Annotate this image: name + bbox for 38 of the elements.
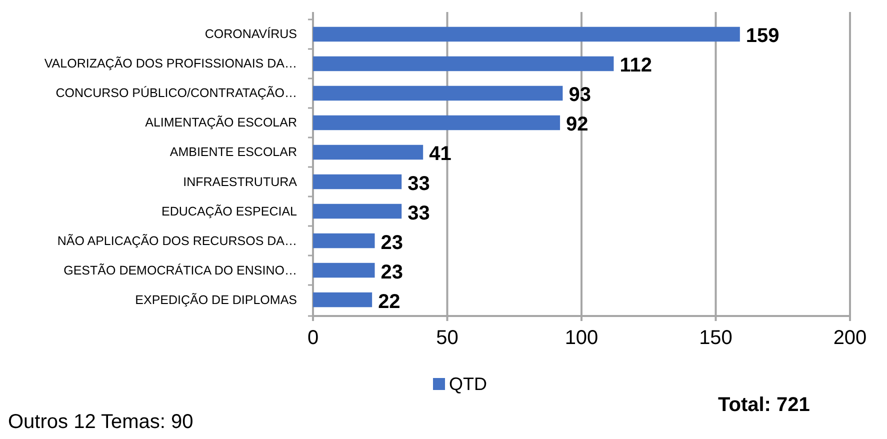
data-label: 41 [429,143,452,166]
data-label: 93 [568,84,591,106]
x-tick-label: 0 [307,327,319,349]
y-tick-label: NÃO APLICAÇÃO DOS RECURSOS DA… [57,234,297,248]
x-tick-label: 100 [564,327,598,349]
y-tick-label: GESTÃO DEMOCRÁTICA DO ENSINO… [64,263,297,278]
text: Outros 12 Temas: 90 [8,411,194,433]
bar [313,204,402,219]
bar [313,86,563,101]
data-label: 33 [408,202,430,224]
data-label: 112 [620,54,652,77]
bar [313,56,614,72]
legend-label: QTD [449,374,487,394]
x-tick-label: 50 [436,327,458,349]
y-tick-label: ALIMENTAÇÃO ESCOLAR [145,116,297,130]
data-label: 92 [566,114,588,136]
y-tick-label: INFRAESTRUTURA [183,174,298,189]
data-label: 159 [746,25,780,48]
bar [313,115,560,130]
data-label: 22 [378,290,400,313]
bar [313,292,372,308]
y-tick-label: EXPEDIÇÃO DE DIPLOMAS [135,292,297,307]
bar [313,262,375,278]
y-tick-label: AMBIENTE ESCOLAR [170,145,297,160]
data-label: 23 [380,261,404,284]
bar [313,174,402,190]
x-tick-label: 150 [699,327,732,349]
text: Total: 721 [718,394,810,416]
y-tick-label: CONCURSO PÚBLICO/CONTRATAÇÃO… [56,86,297,100]
bar [313,26,740,42]
y-tick-label: VALORIZAÇÃO DOS PROFISSIONAIS DA… [44,56,297,71]
data-label: 33 [408,172,430,195]
bar [313,233,375,248]
y-tick-label: EDUCAÇÃO ESPECIAL [162,204,298,218]
bar [313,144,424,160]
y-tick-label: CORONAVÍRUS [204,27,297,42]
x-tick-label: 200 [833,327,867,349]
data-label: 23 [380,232,404,254]
